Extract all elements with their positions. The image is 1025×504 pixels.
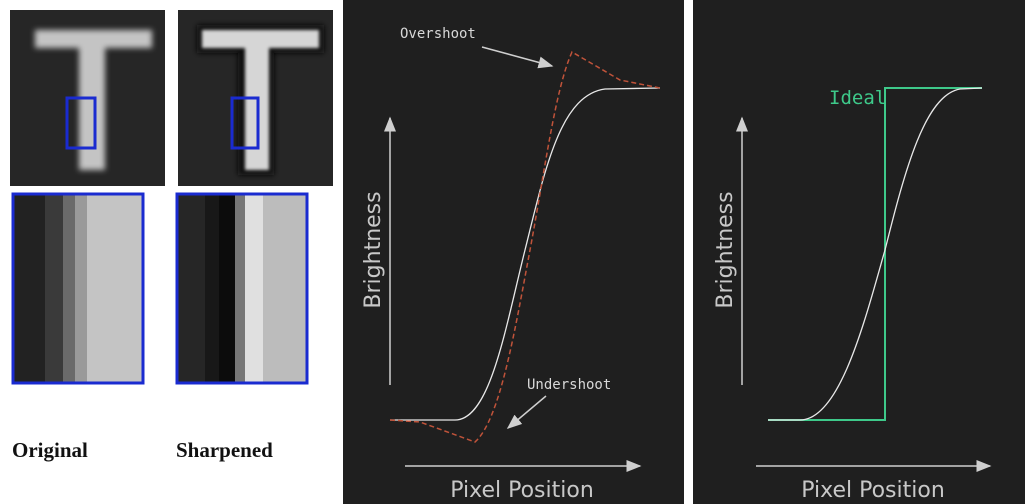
ideal-note: Ideal xyxy=(829,87,886,109)
ideal-graph: Brightness Pixel Position Ideal xyxy=(693,0,1025,504)
original-zoom xyxy=(13,194,143,383)
undershoot-note: Undershoot xyxy=(527,377,611,393)
sharpened-zoom xyxy=(177,194,307,383)
x-axis-title: Pixel Position xyxy=(801,478,945,503)
original-label: Original xyxy=(12,438,88,462)
original-thumbnail xyxy=(10,10,165,186)
sharpening-graph: Brightness Pixel Position Overshoot Unde… xyxy=(343,0,684,504)
y-axis-title: Brightness xyxy=(713,191,738,308)
figure: Original Sharpened Brightness Pixel Posi… xyxy=(0,0,1025,504)
overshoot-note: Overshoot xyxy=(400,26,476,42)
sharpened-thumbnail xyxy=(178,10,333,186)
y-axis-title: Brightness xyxy=(361,191,386,308)
sharpened-label: Sharpened xyxy=(176,438,273,462)
x-axis-title: Pixel Position xyxy=(450,478,594,503)
